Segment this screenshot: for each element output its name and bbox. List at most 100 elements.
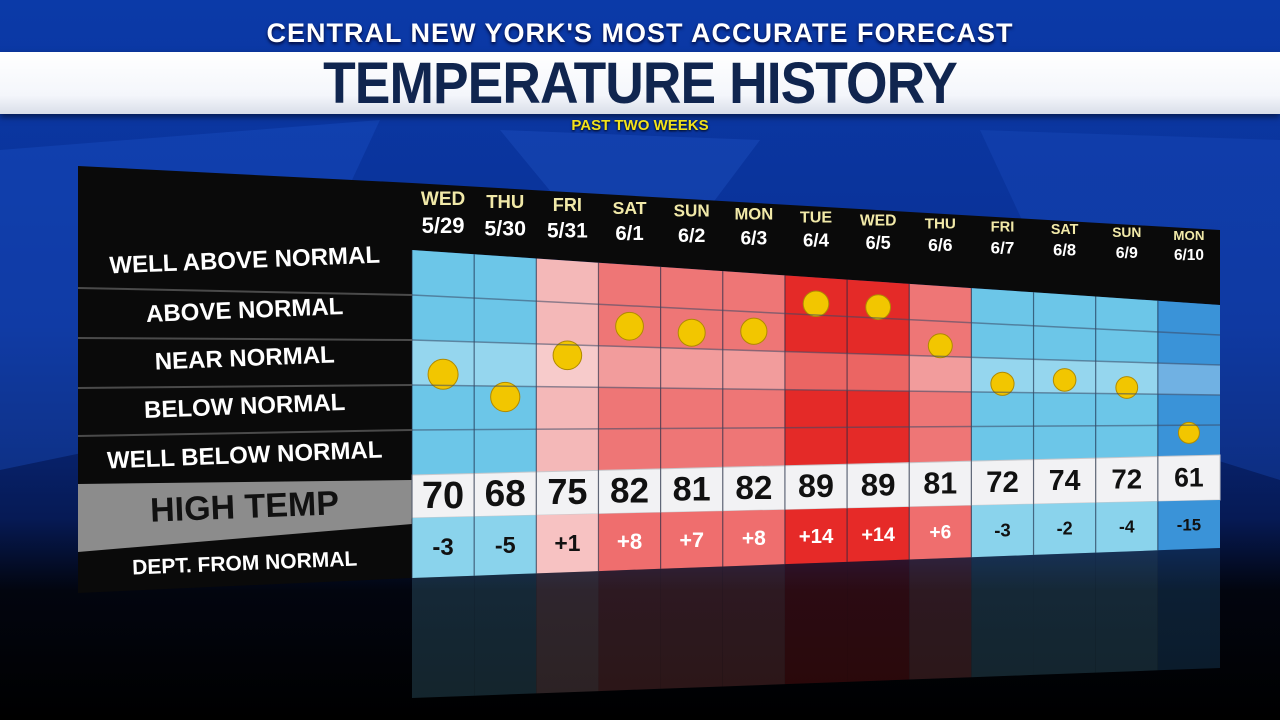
temperature-dot (427, 358, 459, 390)
temperature-dot (490, 381, 521, 413)
day-column: SAT 6/8 74 -2 (1032, 222, 1097, 555)
dept-cell (1095, 501, 1158, 553)
dept-cell (784, 508, 848, 565)
temperature-dot (802, 290, 830, 318)
high-temp-value: 82 (735, 470, 772, 507)
near-normal-band (909, 355, 972, 392)
day-column: SUN 6/9 72 -4 (1095, 225, 1159, 553)
day-column: WED 6/5 89 +14 (846, 212, 910, 562)
date-label: 6/2 (678, 225, 706, 247)
dept-value: +8 (742, 527, 766, 550)
day-column: TUE 6/4 89 +14 (784, 209, 848, 565)
dept-value: -3 (432, 534, 453, 561)
day-of-week-label: WED (860, 212, 897, 229)
date-label: 5/29 (422, 213, 465, 238)
high-temp-value: 82 (610, 471, 649, 510)
dept-cell (536, 513, 599, 574)
temperature-dot (1177, 421, 1200, 444)
category-cell (474, 254, 537, 474)
dept-value: +7 (679, 527, 704, 552)
high-temp-label-band (78, 480, 412, 552)
category-cell (847, 279, 910, 465)
date-label: 6/3 (740, 228, 767, 249)
date-label: 6/9 (1116, 245, 1138, 262)
day-of-week-label: MON (734, 205, 773, 224)
date-label: 5/30 (484, 216, 526, 240)
day-column: MON 6/10 61 -15 (1157, 228, 1221, 551)
dept-value: -3 (994, 520, 1011, 541)
dept-cell (909, 505, 972, 560)
temperature-dot (927, 333, 953, 359)
day-column: WED 5/29 70 -3 (411, 189, 475, 578)
page-title: TEMPERATURE HISTORY (323, 51, 958, 116)
day-of-week-label: SUN (1112, 225, 1141, 240)
near-normal-band (847, 353, 910, 392)
temperature-dot (1115, 376, 1139, 399)
category-cell (1157, 300, 1220, 457)
day-column: MON 6/3 82 +8 (722, 205, 786, 567)
day-of-week-label: SAT (1051, 222, 1079, 238)
high-temp-value: 70 (422, 475, 464, 517)
dept-cell (660, 511, 723, 569)
day-column: SAT 6/1 82 +8 (597, 198, 662, 572)
day-of-week-label: SUN (674, 202, 710, 221)
dept-value: +14 (799, 526, 834, 548)
dept-cell (971, 504, 1034, 558)
near-normal-band (598, 345, 661, 389)
high-temp-value: 68 (485, 473, 526, 514)
dept-value: +1 (554, 530, 580, 556)
near-normal-band (474, 341, 537, 387)
date-label: 6/1 (615, 223, 643, 245)
day-of-week-label: FRI (991, 219, 1015, 235)
chart-reflection (412, 548, 1220, 698)
category-cell (722, 271, 785, 468)
day-column: THU 6/6 81 +6 (908, 215, 972, 560)
dept-value: +6 (929, 523, 951, 544)
dept-cell (1033, 502, 1096, 555)
dept-cell (598, 512, 661, 572)
dept-value: -4 (1119, 517, 1135, 537)
date-label: 6/6 (928, 235, 953, 255)
date-label: 6/5 (866, 233, 891, 253)
dept-cell (722, 509, 785, 567)
high-temp-value: 74 (1049, 465, 1081, 497)
dept-cell (412, 516, 475, 578)
temperature-dot (615, 311, 644, 341)
high-temp-value: 81 (923, 467, 957, 501)
page-subtitle: PAST TWO WEEKS (571, 117, 709, 134)
high-temp-value: 75 (547, 471, 587, 512)
temperature-dot (990, 371, 1015, 396)
date-label: 6/4 (803, 230, 830, 251)
dept-cell (474, 515, 537, 576)
near-normal-band (784, 351, 848, 391)
dept-cell (847, 506, 910, 562)
date-label: 5/31 (547, 220, 588, 243)
day-of-week-label: TUE (800, 209, 832, 227)
day-of-week-label: FRI (553, 195, 582, 215)
high-temp-value: 81 (673, 471, 711, 509)
dept-cell (1157, 500, 1220, 551)
date-label: 6/10 (1174, 247, 1204, 264)
temperature-dot (1052, 368, 1077, 392)
day-column: FRI 6/7 72 -3 (970, 219, 1035, 558)
high-temp-value: 61 (1174, 463, 1204, 493)
dept-value: -5 (495, 532, 516, 558)
day-header-strip (412, 183, 1220, 305)
dept-value: -2 (1057, 519, 1073, 539)
temperature-dot (740, 317, 768, 345)
dept-value: +14 (861, 524, 895, 546)
high-temp-value: 72 (986, 466, 1019, 499)
near-normal-band (722, 349, 785, 390)
day-column: THU 5/30 68 -5 (473, 191, 537, 576)
band-dividers (77, 287, 1221, 437)
day-column: FRI 5/31 75 +1 (535, 195, 599, 574)
day-of-week-label: THU (486, 191, 524, 212)
day-of-week-label: THU (925, 215, 956, 232)
day-of-week-label: SAT (613, 198, 647, 218)
temperature-dot (677, 318, 706, 347)
date-label: 6/8 (1053, 242, 1076, 260)
date-label: 6/7 (991, 238, 1015, 257)
category-cell (909, 283, 972, 463)
category-cell (660, 266, 723, 469)
row-label: HIGH TEMP (149, 484, 339, 530)
